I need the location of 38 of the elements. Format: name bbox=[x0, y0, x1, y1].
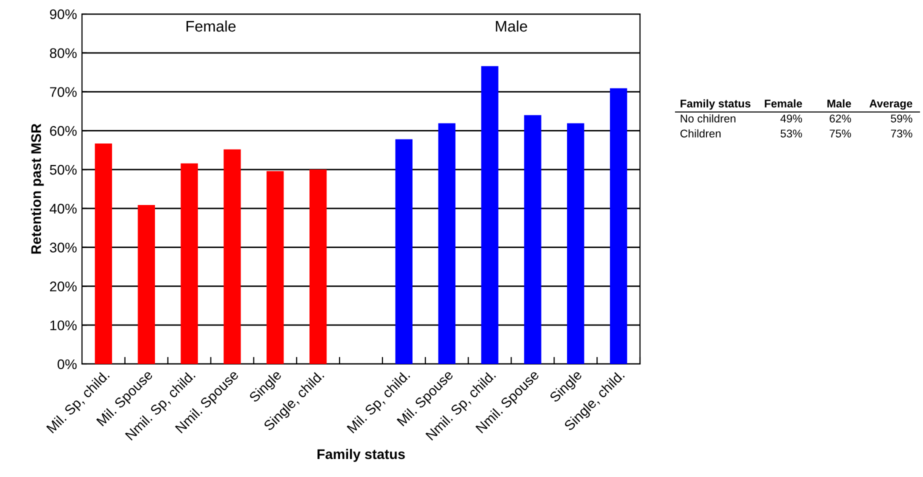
annotation: Male bbox=[496, 20, 528, 32]
bar bbox=[138, 204, 155, 364]
y-axis-title: Retention past MSR bbox=[30, 124, 44, 254]
y-tick-label: 30% bbox=[50, 242, 77, 253]
bar bbox=[481, 66, 498, 364]
bar bbox=[395, 139, 413, 364]
bar bbox=[180, 163, 198, 364]
y-tick-label: 10% bbox=[50, 320, 77, 330]
y-tick-label: 90% bbox=[50, 9, 77, 20]
text: 75% bbox=[830, 130, 852, 138]
bar bbox=[524, 115, 542, 364]
x-axis-title: Family status bbox=[318, 448, 405, 462]
y-tick-label: 80% bbox=[50, 48, 77, 58]
bar bbox=[610, 88, 628, 364]
text: Male bbox=[827, 99, 852, 108]
y-tick-label: 50% bbox=[50, 164, 77, 175]
bar bbox=[438, 123, 456, 364]
annotation: Female bbox=[186, 20, 236, 32]
y-tick-label: 0% bbox=[58, 359, 77, 370]
text: Children bbox=[680, 129, 721, 138]
y-tick-label: 60% bbox=[50, 126, 77, 136]
text: 62% bbox=[830, 114, 852, 122]
bar bbox=[224, 149, 241, 364]
bar bbox=[567, 123, 584, 364]
text: Female bbox=[764, 99, 802, 108]
text: 53% bbox=[780, 130, 802, 138]
text: 73% bbox=[890, 130, 912, 138]
text: 59% bbox=[890, 114, 912, 122]
text: 49% bbox=[780, 114, 802, 122]
y-tick-label: 40% bbox=[50, 204, 77, 214]
text: Average bbox=[869, 100, 912, 110]
text: Family status bbox=[680, 99, 750, 110]
bar bbox=[94, 144, 112, 364]
bar bbox=[266, 171, 284, 364]
text: No children bbox=[680, 114, 736, 122]
bar bbox=[309, 170, 327, 364]
y-tick-label: 20% bbox=[50, 282, 77, 292]
y-tick-label: 70% bbox=[50, 87, 77, 97]
